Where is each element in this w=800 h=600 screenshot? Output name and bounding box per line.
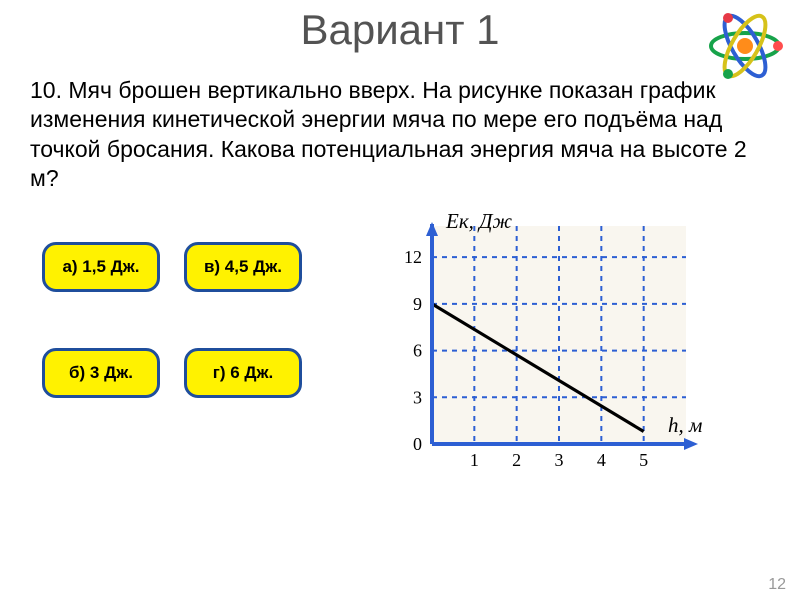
svg-text:5: 5 — [639, 450, 648, 470]
page-number: 12 — [768, 576, 786, 594]
svg-text:1: 1 — [470, 450, 479, 470]
svg-text:0: 0 — [413, 434, 422, 454]
atom-icon — [702, 6, 788, 91]
svg-text:2: 2 — [512, 450, 521, 470]
svg-text:12: 12 — [404, 247, 422, 267]
svg-text:3: 3 — [413, 387, 422, 407]
kinetic-energy-chart: 03691212345Eк, Джh, м — [370, 212, 710, 485]
answer-d-button[interactable]: г) 6 Дж. — [184, 348, 302, 398]
svg-text:9: 9 — [413, 294, 422, 314]
svg-text:6: 6 — [413, 340, 422, 360]
answers-grid: а) 1,5 Дж. в) 4,5 Дж. б) 3 Дж. г) 6 Дж. — [42, 242, 302, 398]
answer-c-button[interactable]: в) 4,5 Дж. — [184, 242, 302, 292]
question-text: 10. Мяч брошен вертикально вверх. На рис… — [0, 54, 800, 194]
answer-b-button[interactable]: б) 3 Дж. — [42, 348, 160, 398]
svg-text:h, м: h, м — [668, 413, 702, 437]
answer-a-button[interactable]: а) 1,5 Дж. — [42, 242, 160, 292]
svg-text:4: 4 — [597, 450, 606, 470]
page-title: Вариант 1 — [0, 0, 800, 54]
svg-text:3: 3 — [555, 450, 564, 470]
svg-text:Eк, Дж: Eк, Дж — [445, 212, 513, 233]
